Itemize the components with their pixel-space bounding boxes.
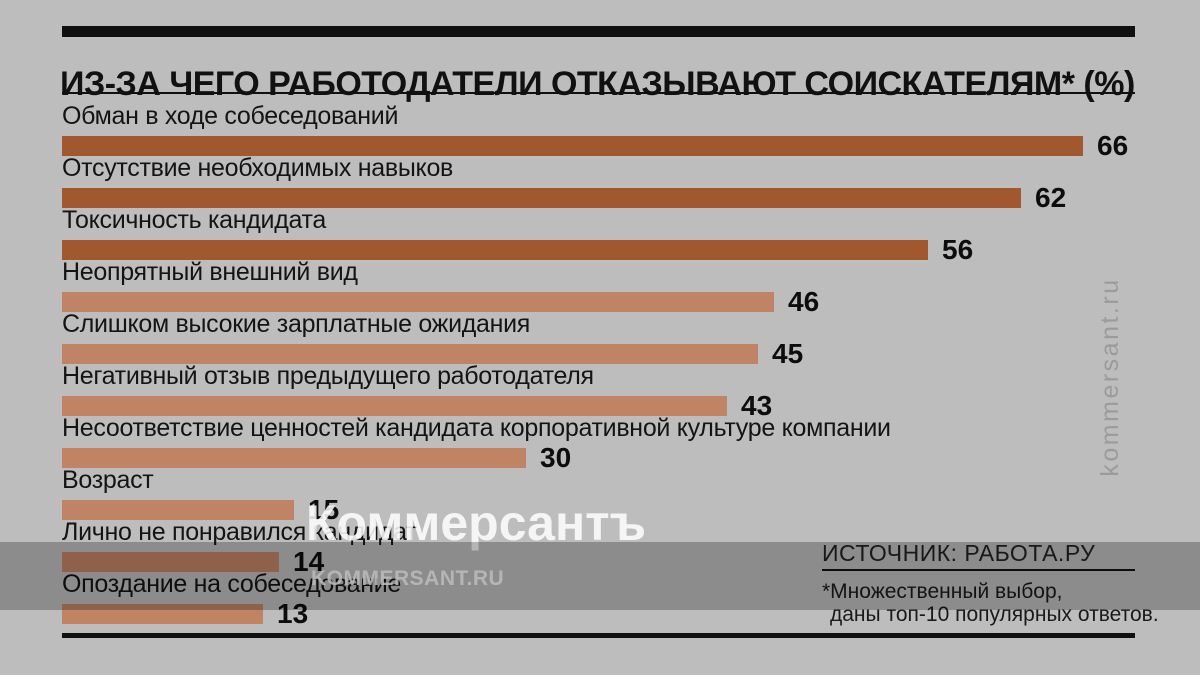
category-label: Неопрятный внешний вид	[62, 258, 358, 286]
chart-row: Отсутствие необходимых навыков 62	[62, 154, 1162, 213]
bottom-rule	[62, 633, 1135, 638]
chart-row: Обман в ходе собеседований 66	[62, 102, 1162, 161]
value-label: 30	[540, 442, 572, 473]
bar	[62, 604, 263, 624]
value-label: 45	[772, 338, 804, 369]
source-underline	[822, 569, 1135, 571]
category-label: Обман в ходе собеседований	[62, 102, 399, 130]
chart-row: Негативный отзыв предыдущего работодател…	[62, 362, 1162, 421]
category-label: Опоздание на собеседование	[62, 570, 402, 598]
top-rule	[62, 26, 1135, 37]
value-label: 66	[1097, 130, 1129, 161]
footnote-line-2: даны топ-10 популярных ответов.	[830, 603, 1159, 626]
category-label: Негативный отзыв предыдущего работодател…	[62, 362, 594, 390]
chart-row: Опоздание на собеседование 13	[62, 570, 1162, 629]
kommersant-logo-watermark: Коммерсантъ	[306, 495, 647, 551]
chart-row: Токсичность кандидата 56	[62, 206, 1162, 265]
category-label: Возраст	[62, 466, 154, 494]
bar	[62, 448, 526, 468]
bar	[62, 240, 928, 260]
category-label: Токсичность кандидата	[62, 206, 327, 234]
value-label: 56	[942, 234, 974, 265]
category-label: Лично не понравился кандидат	[62, 518, 418, 546]
category-label: Слишком высокие зарплатные ожидания	[62, 310, 531, 338]
value-label: 15	[308, 494, 340, 525]
source-label: ИСТОЧНИК: РАБОТА.РУ	[822, 540, 1096, 566]
value-label: 43	[741, 390, 773, 421]
category-label: Несоответствие ценностей кандидата корпо…	[62, 414, 891, 442]
page-title: ИЗ-ЗА ЧЕГО РАБОТОДАТЕЛИ ОТКАЗЫВАЮТ СОИСК…	[60, 64, 1135, 103]
chart-row: Лично не понравился кандидат 14	[62, 518, 1162, 577]
bar	[62, 396, 727, 416]
bar	[62, 188, 1021, 208]
bar	[62, 344, 758, 364]
title-underline	[62, 92, 1135, 94]
value-label: 46	[788, 286, 820, 317]
chart-row: Слишком высокие зарплатные ожидания 45	[62, 310, 1162, 369]
value-label: 14	[293, 546, 325, 577]
chart-row: Возраст 15	[62, 466, 1162, 525]
footnote-line-1: *Множественный выбор,	[822, 580, 1063, 603]
value-label: 62	[1035, 182, 1067, 213]
bar	[62, 500, 294, 520]
chart-row: Неопрятный внешний вид 46	[62, 258, 1162, 317]
bar	[62, 292, 774, 312]
chart-row: Несоответствие ценностей кандидата корпо…	[62, 414, 1162, 473]
bar	[62, 552, 279, 572]
kommersant-side-watermark: kommersant.ru	[1096, 277, 1124, 477]
category-label: Отсутствие необходимых навыков	[62, 154, 454, 182]
kommersant-ru-watermark: KOMMERSANT.RU	[311, 567, 505, 590]
bar	[62, 136, 1083, 156]
dark-overlay-band	[0, 542, 1200, 610]
value-label: 13	[277, 598, 309, 629]
